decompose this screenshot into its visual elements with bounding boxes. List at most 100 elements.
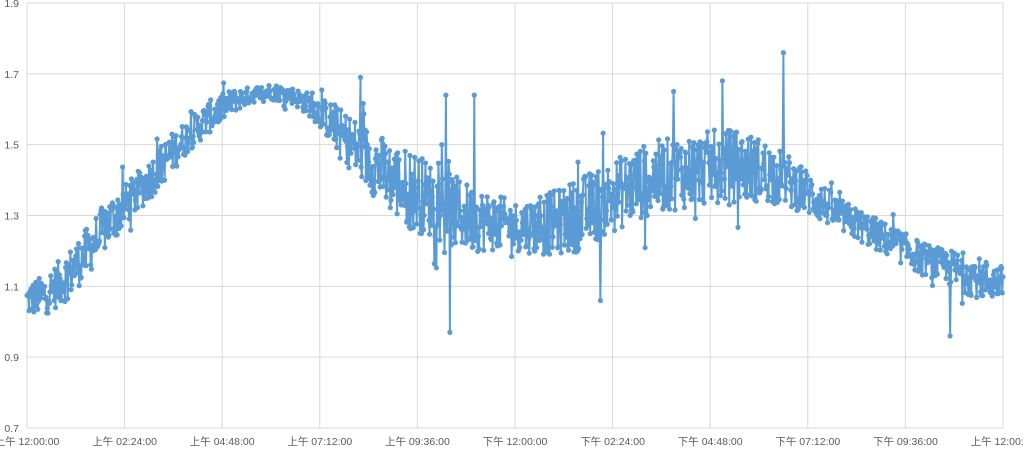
data-point: [402, 148, 408, 154]
data-point: [364, 142, 370, 148]
data-point: [258, 85, 265, 91]
data-point: [123, 181, 129, 188]
data-point: [340, 133, 346, 139]
data-point: [251, 99, 257, 105]
data-point: [713, 181, 719, 187]
data-point: [955, 252, 961, 258]
data-point: [704, 139, 710, 145]
data-point: [337, 155, 343, 161]
data-point: [679, 165, 686, 171]
data-point: [984, 262, 990, 269]
data-point: [691, 140, 697, 146]
y-tick-label: 1.5: [4, 140, 19, 152]
data-point: [401, 202, 408, 208]
data-point: [608, 217, 614, 223]
data-point: [619, 224, 625, 230]
data-point: [903, 231, 909, 237]
data-point: [580, 192, 586, 198]
data-point: [407, 152, 413, 159]
data-point: [414, 221, 420, 227]
data-point: [754, 149, 760, 155]
data-point: [121, 215, 127, 221]
data-point: [462, 207, 468, 214]
data-point: [656, 162, 663, 169]
y-tick-label: 1.7: [4, 69, 19, 81]
data-point: [368, 174, 374, 180]
data-point: [828, 189, 834, 195]
data-point: [944, 252, 950, 258]
data-point: [713, 155, 719, 162]
data-point: [735, 224, 741, 230]
data-point: [80, 255, 86, 261]
data-point: [147, 177, 153, 183]
data-point: [150, 159, 156, 165]
data-point: [793, 168, 799, 174]
data-point: [230, 98, 236, 104]
data-point: [409, 171, 415, 177]
data-point: [728, 152, 734, 158]
data-point: [710, 163, 716, 169]
data-point: [559, 198, 565, 205]
data-point: [88, 262, 94, 268]
data-point: [960, 250, 966, 256]
data-point: [486, 230, 492, 236]
data-point: [539, 229, 545, 235]
data-point: [587, 231, 593, 237]
data-point: [45, 310, 51, 316]
data-point: [598, 228, 604, 234]
data-point: [726, 202, 732, 208]
data-point: [758, 187, 764, 193]
data-point: [457, 208, 463, 214]
data-point: [945, 259, 951, 265]
data-point: [334, 145, 340, 151]
data-point: [460, 218, 467, 224]
data-point: [783, 185, 789, 191]
data-point: [717, 157, 723, 163]
data-point: [658, 180, 664, 186]
data-point: [105, 219, 111, 225]
data-point: [102, 245, 108, 251]
data-point: [437, 237, 443, 243]
data-point: [875, 236, 881, 242]
data-point: [570, 242, 576, 248]
data-point: [380, 183, 387, 189]
data-point: [507, 228, 513, 235]
data-point: [601, 217, 607, 223]
data-point: [530, 209, 536, 215]
data-point: [959, 300, 965, 306]
data-point: [761, 177, 768, 183]
data-point: [614, 213, 620, 219]
data-point: [319, 87, 325, 93]
data-point: [233, 107, 239, 113]
data-point: [189, 144, 195, 150]
data-point: [303, 108, 309, 114]
data-point: [73, 253, 79, 259]
data-point: [453, 219, 459, 225]
data-point: [521, 214, 528, 220]
data-point: [635, 185, 641, 191]
y-tick-label: 1.3: [4, 211, 19, 223]
data-point: [565, 247, 572, 253]
data-point: [431, 261, 437, 267]
data-point: [622, 156, 629, 162]
data-point: [412, 154, 418, 160]
data-point: [847, 207, 854, 213]
data-point: [679, 192, 685, 198]
data-point: [785, 165, 791, 171]
data-point: [743, 152, 749, 158]
data-point: [84, 226, 90, 232]
data-point: [928, 257, 934, 263]
data-point: [687, 191, 693, 197]
data-point: [694, 169, 700, 175]
data-point: [525, 226, 531, 232]
data-point: [641, 143, 647, 150]
data-point: [328, 102, 334, 108]
data-point: [585, 222, 591, 228]
data-point: [557, 221, 564, 228]
data-point: [427, 165, 433, 171]
data-point: [671, 88, 677, 95]
data-point: [160, 162, 166, 168]
data-point: [541, 199, 547, 205]
data-point: [725, 148, 731, 155]
